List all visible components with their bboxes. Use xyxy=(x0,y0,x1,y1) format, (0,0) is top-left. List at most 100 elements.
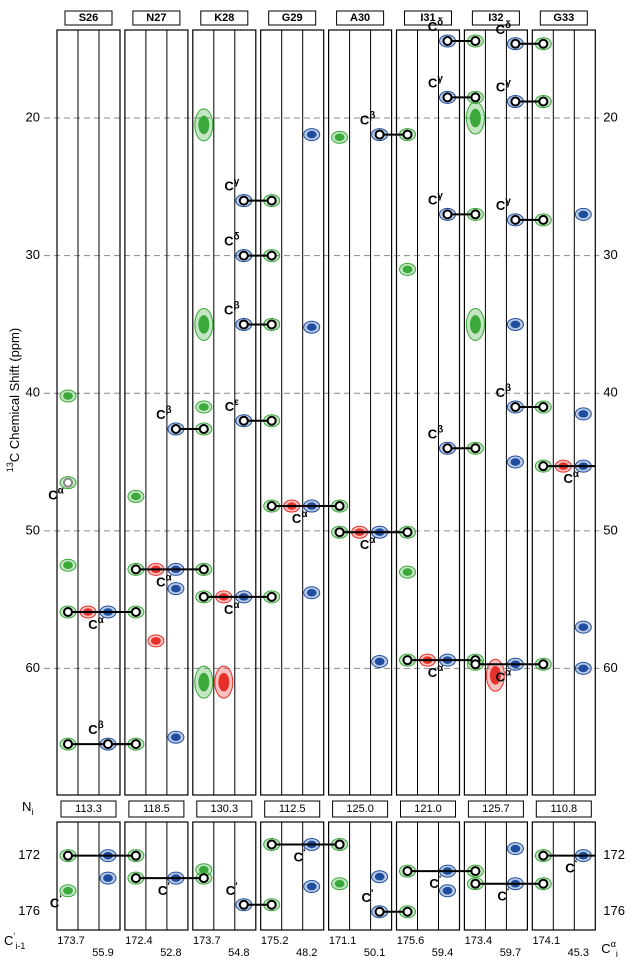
peak-core xyxy=(578,664,589,673)
assignment-marker xyxy=(402,866,413,877)
text-part: β xyxy=(505,383,511,394)
strip-name: K28 xyxy=(214,12,234,24)
n-box xyxy=(264,800,321,818)
y-tick-label-right: 30 xyxy=(603,247,617,262)
peak-core xyxy=(578,210,589,219)
text-part: C xyxy=(496,385,506,400)
text-part: γ xyxy=(437,191,443,202)
peak-core xyxy=(171,733,181,742)
peak-core xyxy=(103,874,113,882)
peak-label: Cα xyxy=(428,663,444,680)
assignment-marker xyxy=(266,415,277,426)
n-label: Ni xyxy=(22,799,33,817)
peak-label: Cδ xyxy=(428,17,443,34)
text-part: ‘ xyxy=(439,874,442,885)
n-value: 121.0 xyxy=(414,803,442,815)
y-tick-label: 40 xyxy=(26,385,40,400)
peak-label: C‘ xyxy=(362,888,374,905)
y-tick-label-right: 172 xyxy=(603,847,625,862)
assignment-marker xyxy=(63,739,73,750)
assignment-marker xyxy=(470,209,481,220)
peak-core xyxy=(510,458,521,466)
y-tick-label-right: 60 xyxy=(603,660,617,675)
text-part: δ xyxy=(233,232,239,243)
strip-header xyxy=(132,10,181,26)
text-part: C xyxy=(564,472,574,487)
peak-core xyxy=(198,315,210,334)
assignment-marker xyxy=(470,659,481,670)
strip-frame xyxy=(395,821,461,931)
assignment-marker xyxy=(266,195,277,206)
peak-label: Cα xyxy=(292,509,308,526)
peak-core xyxy=(63,392,73,400)
text-part: C xyxy=(158,884,168,899)
peak-label: Cγ xyxy=(496,78,511,95)
peak-core xyxy=(151,637,161,645)
assignment-marker xyxy=(130,850,141,861)
peak-core xyxy=(218,672,230,692)
assignment-marker xyxy=(442,92,453,103)
y-tick-label: 50 xyxy=(26,522,40,537)
strip-name: G29 xyxy=(282,12,303,24)
assignment-marker xyxy=(266,591,277,602)
strip-name: G33 xyxy=(553,12,574,24)
text-part: C xyxy=(48,488,58,503)
text-part: C xyxy=(224,602,234,617)
text-part: ‘ xyxy=(235,881,238,892)
text-part: C xyxy=(496,80,506,95)
c-alpha-value: 45.3 xyxy=(568,947,589,959)
strip-frame xyxy=(260,821,325,931)
strip-frame xyxy=(463,821,528,931)
c-alpha-value: 59.4 xyxy=(432,947,453,959)
c-alpha-value: 54.8 xyxy=(228,947,249,959)
peak-label: Cα xyxy=(496,667,512,684)
assignment-marker xyxy=(198,873,209,884)
text-part: C Chemical Shift (ppm) xyxy=(7,328,22,462)
y-tick-label: 20 xyxy=(26,109,40,124)
assignment-marker xyxy=(470,866,481,877)
text-part: α xyxy=(505,667,512,678)
assignment-marker xyxy=(402,655,413,666)
peak-core xyxy=(469,108,481,128)
assignment-marker xyxy=(538,96,549,107)
assignment-marker xyxy=(510,38,521,49)
assignment-marker xyxy=(238,195,249,206)
strip-header xyxy=(200,10,249,26)
text-part: C xyxy=(362,890,372,905)
assignment-marker xyxy=(538,401,549,412)
strip-frame xyxy=(531,821,596,931)
assignment-marker xyxy=(402,129,413,140)
assignment-marker xyxy=(538,38,549,49)
n-box xyxy=(400,800,456,818)
peak-label: Cε xyxy=(225,397,239,414)
text-part: α xyxy=(301,509,308,520)
text-part: ‘ xyxy=(575,859,578,870)
assignment-marker xyxy=(103,739,113,750)
text-part: C xyxy=(224,179,234,194)
peak-label: Cγ xyxy=(428,74,443,91)
peak-core xyxy=(442,886,453,895)
c-alpha-value: 55.9 xyxy=(92,947,113,959)
strip-frame xyxy=(124,821,189,931)
assignment-marker xyxy=(442,209,453,220)
n-value: 112.5 xyxy=(279,803,306,815)
peak-core xyxy=(306,588,317,597)
peak-label: Cα xyxy=(564,469,580,486)
text-part: C xyxy=(4,933,13,948)
peak-label: Cδ xyxy=(224,232,239,249)
text-part: α xyxy=(369,535,376,546)
assignment-marker xyxy=(470,36,481,47)
strip-frame xyxy=(124,29,189,796)
assignment-marker xyxy=(538,659,549,670)
strip-header xyxy=(404,10,452,26)
peak-label: Cα xyxy=(360,535,376,552)
strip-frame xyxy=(328,821,393,931)
y-tick-label-right: 20 xyxy=(603,109,617,124)
n-box xyxy=(332,800,389,818)
peak-label: Cγ xyxy=(496,196,511,213)
peak-core xyxy=(306,882,317,891)
assignment-marker xyxy=(470,878,481,889)
assignment-marker xyxy=(470,443,481,454)
text-part: α xyxy=(58,486,65,497)
assignment-marker xyxy=(266,501,277,512)
